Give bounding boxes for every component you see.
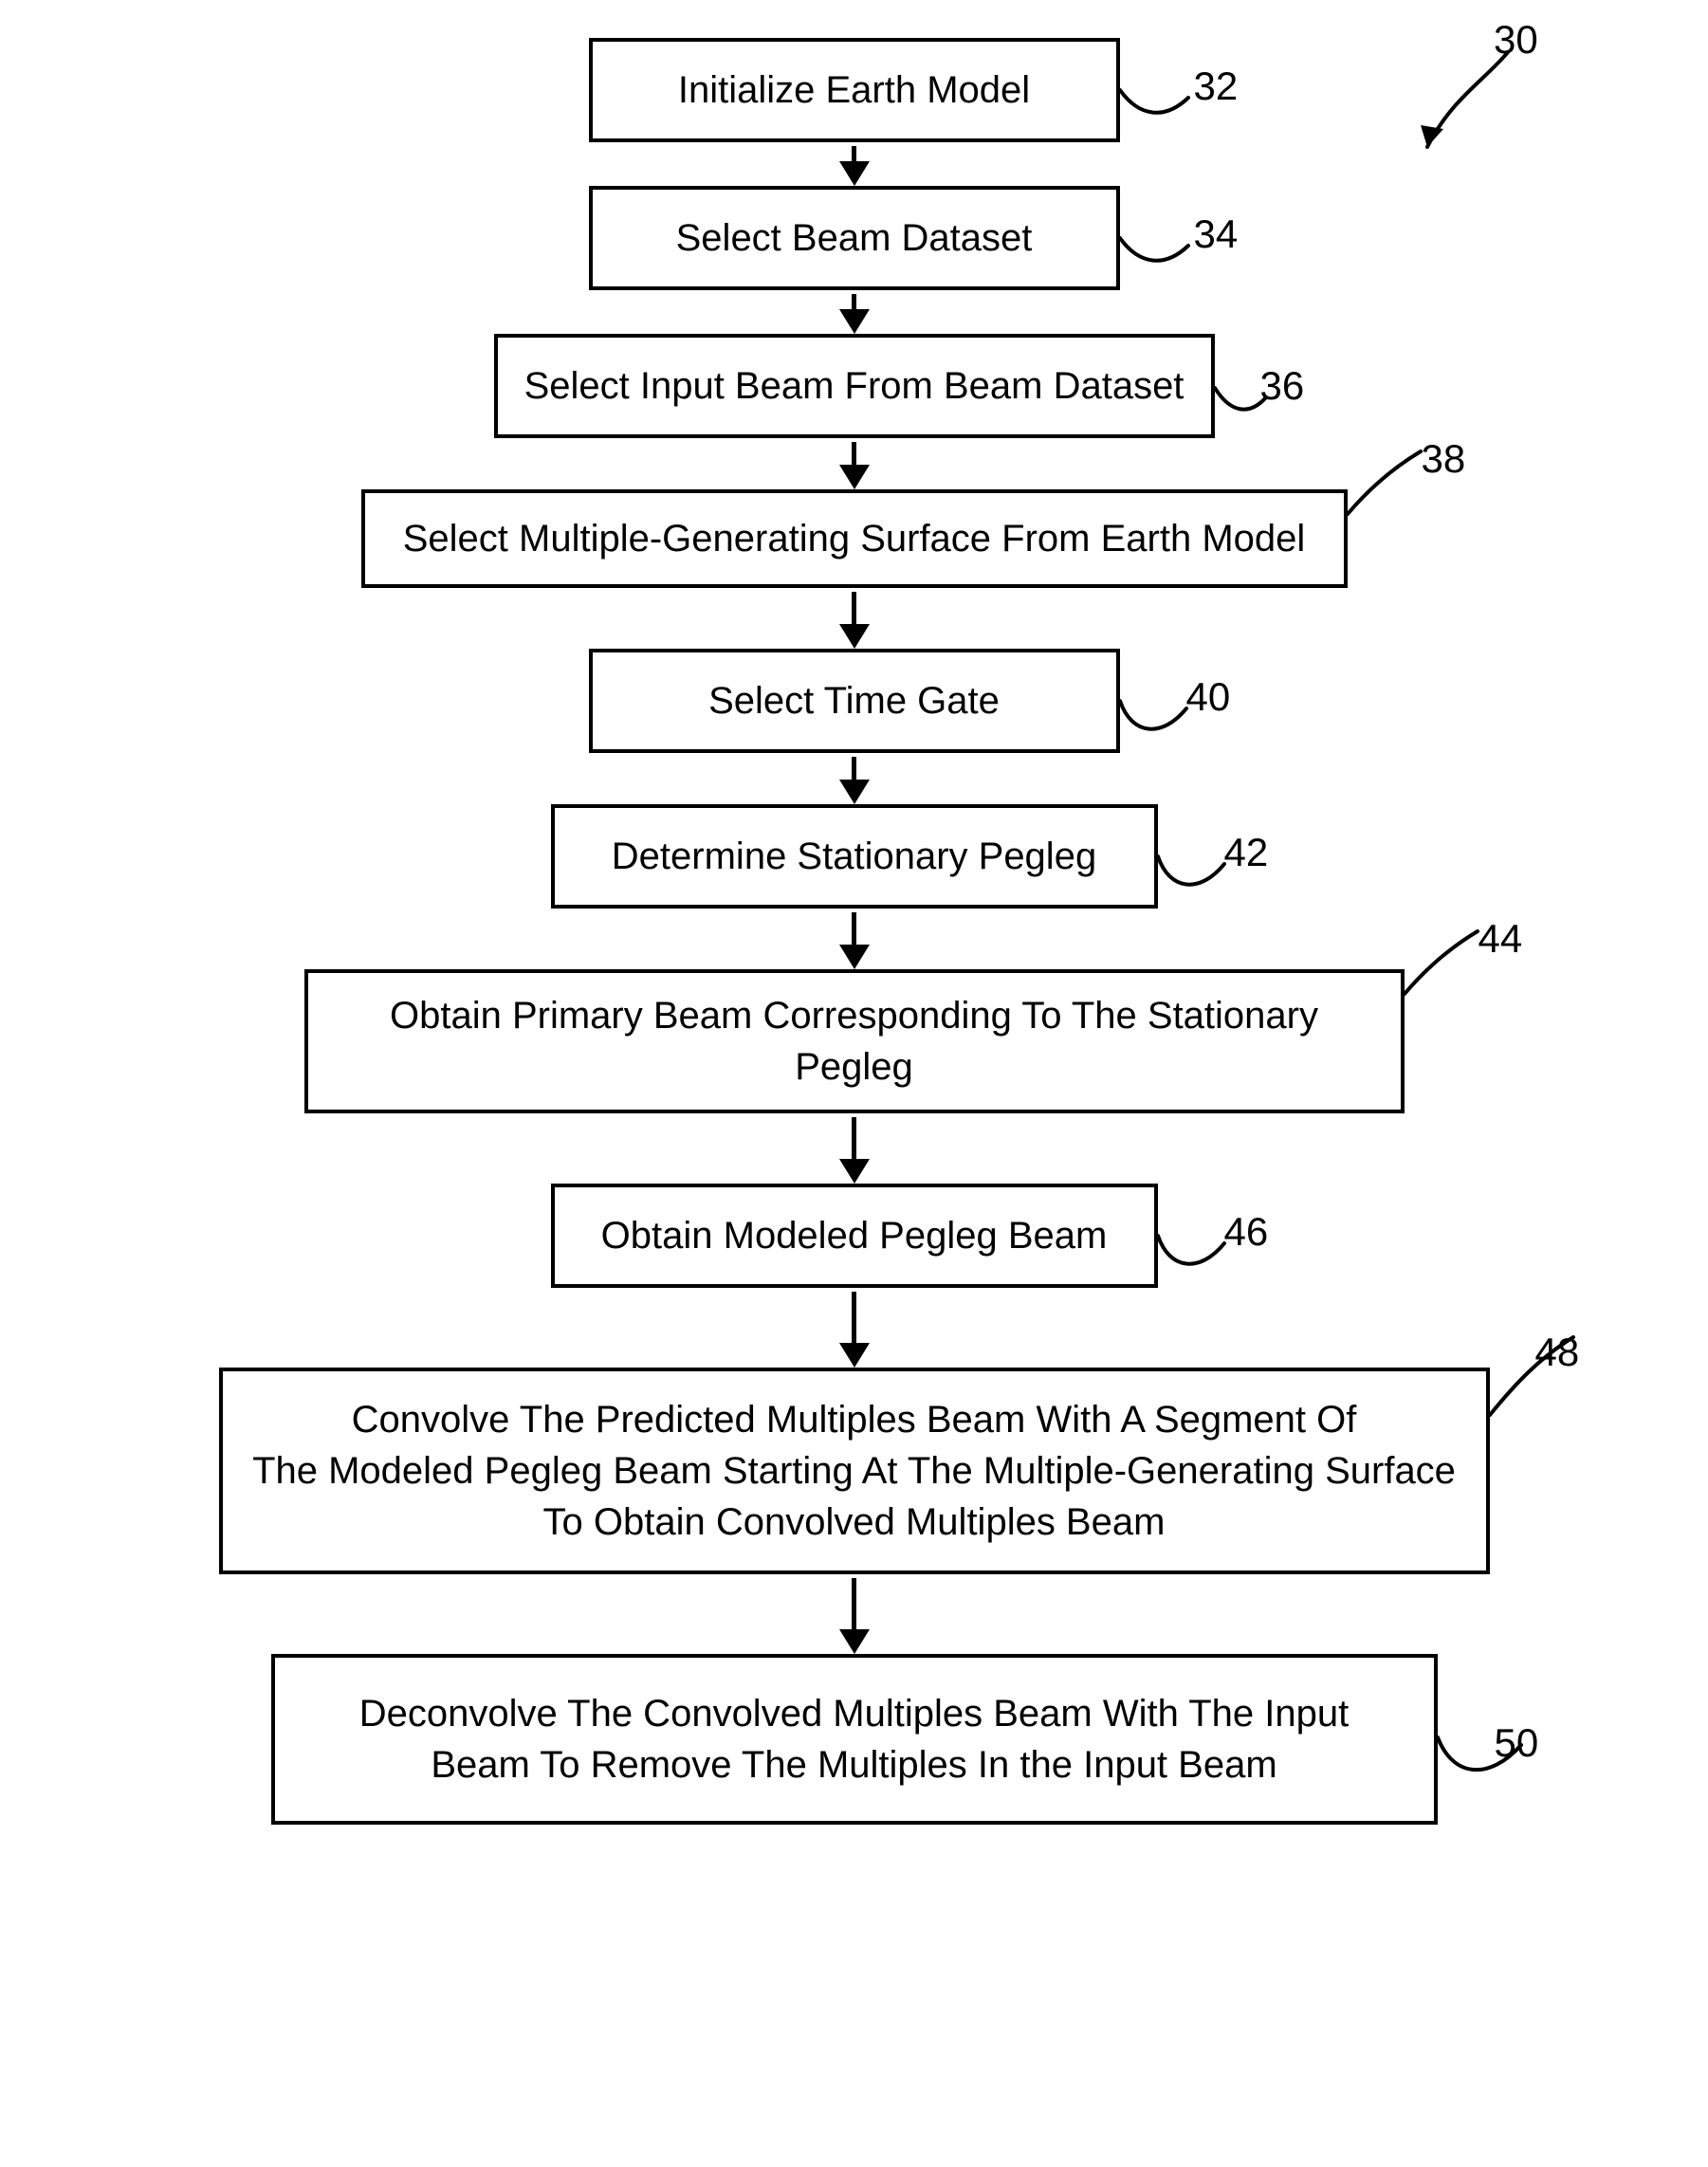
flow-node-text: Initialize Earth Model	[678, 64, 1030, 116]
flow-node-n44: Obtain Primary Beam Corresponding To The…	[304, 969, 1405, 1113]
node-ref-label: 36	[1260, 363, 1305, 409]
flow-node-text: Select Beam Dataset	[676, 212, 1033, 264]
flow-node-text: Select Time Gate	[708, 675, 1000, 726]
flow-arrow	[839, 146, 870, 186]
node-ref-label: 38	[1422, 436, 1466, 482]
flow-node-text: Determine Stationary Pegleg	[612, 831, 1096, 882]
node-ref-label: 46	[1224, 1209, 1269, 1255]
flow-node-text: Deconvolve The Convolved Multiples Beam …	[359, 1688, 1350, 1791]
diagram-ref-label: 30	[1494, 17, 1538, 63]
flow-node-text: Select Multiple-Generating Surface From …	[403, 513, 1306, 564]
flow-arrow	[839, 1117, 870, 1184]
flow-arrow	[839, 294, 870, 334]
node-ref-label: 50	[1495, 1720, 1539, 1766]
flow-node-n46: Obtain Modeled Pegleg Beam	[551, 1184, 1158, 1288]
flow-arrow	[839, 1578, 870, 1654]
flow-node-text: Obtain Primary Beam Corresponding To The…	[335, 990, 1374, 1093]
flow-node-n48: Convolve The Predicted Multiples Beam Wi…	[219, 1368, 1490, 1574]
flow-node-text: Obtain Modeled Pegleg Beam	[601, 1210, 1108, 1261]
node-ref-label: 48	[1535, 1330, 1580, 1375]
flow-node-n32: Initialize Earth Model	[589, 38, 1120, 142]
flow-node-n42: Determine Stationary Pegleg	[551, 804, 1158, 909]
flow-node-n34: Select Beam Dataset	[589, 186, 1120, 290]
node-ref-label: 44	[1478, 916, 1523, 962]
flow-node-n40: Select Time Gate	[589, 649, 1120, 753]
node-ref-label: 42	[1224, 830, 1269, 875]
flow-arrow	[839, 442, 870, 489]
flow-node-text: Convolve The Predicted Multiples Beam Wi…	[252, 1394, 1456, 1548]
flowchart: Initialize Earth Model Select Beam Datase…	[219, 38, 1490, 1825]
flow-arrow	[839, 757, 870, 804]
flow-node-n36: Select Input Beam From Beam Dataset	[494, 334, 1215, 438]
flow-node-text: Select Input Beam From Beam Dataset	[524, 360, 1185, 412]
flow-node-n38: Select Multiple-Generating Surface From …	[361, 489, 1348, 588]
node-ref-label: 34	[1194, 211, 1239, 257]
flow-arrow	[839, 592, 870, 649]
flow-arrow	[839, 912, 870, 969]
flow-node-n50: Deconvolve The Convolved Multiples Beam …	[271, 1654, 1438, 1825]
flow-arrow	[839, 1292, 870, 1368]
node-ref-label: 32	[1194, 64, 1239, 109]
node-ref-label: 40	[1186, 674, 1231, 720]
